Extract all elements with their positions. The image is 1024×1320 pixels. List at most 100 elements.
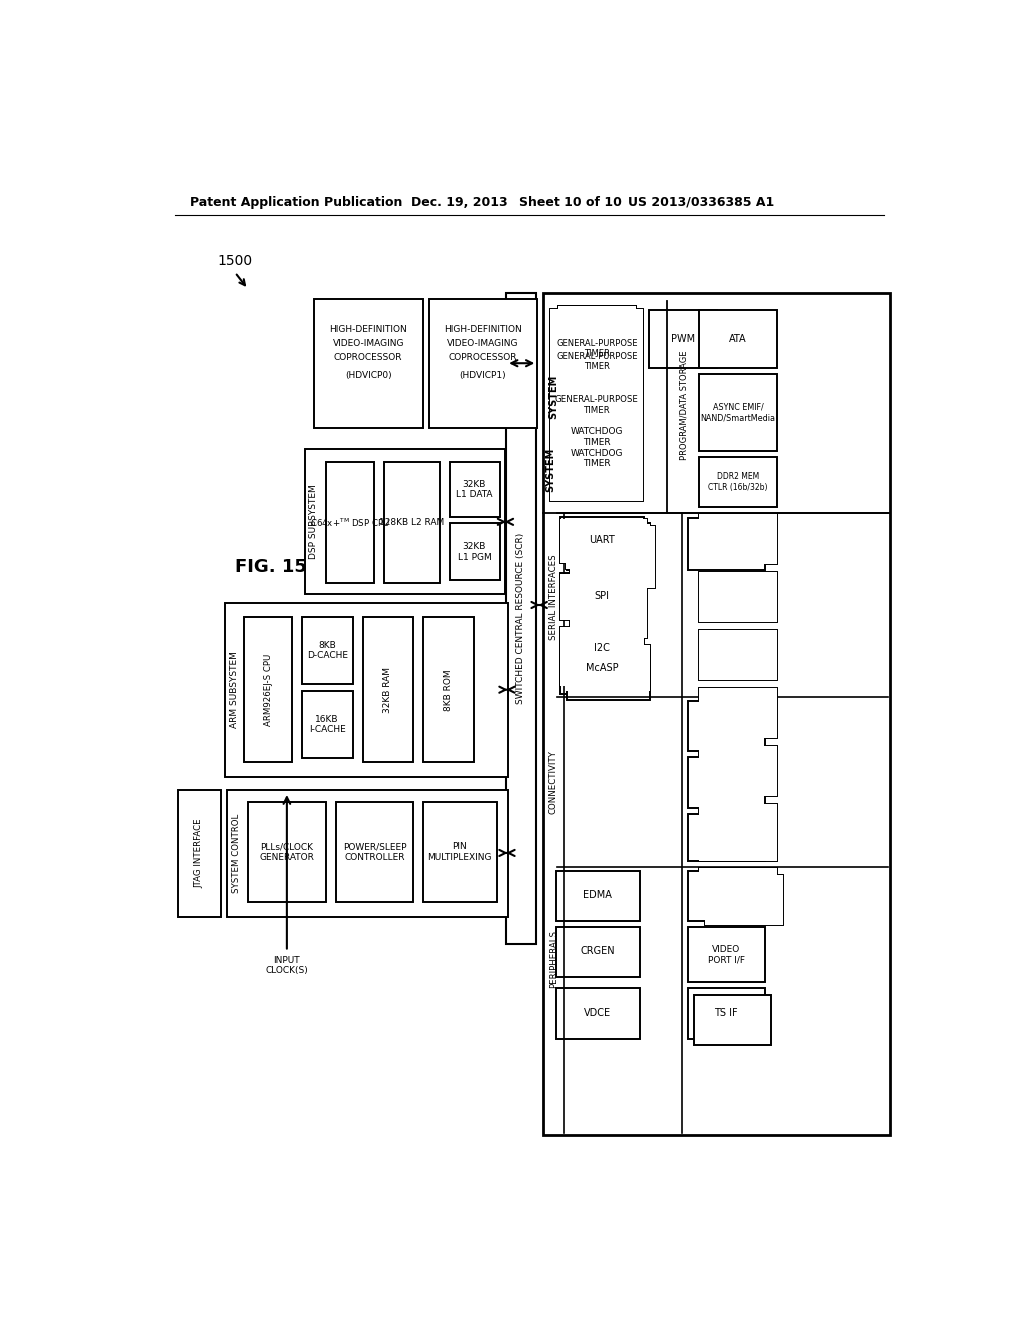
Bar bbox=[558, 306, 636, 391]
Text: SPI: SPI bbox=[595, 591, 610, 601]
Bar bbox=[649, 310, 717, 368]
Bar bbox=[699, 515, 776, 564]
Text: VIDEO-IMAGING: VIDEO-IMAGING bbox=[447, 339, 519, 347]
Bar bbox=[569, 524, 647, 574]
Text: SYSTEM: SYSTEM bbox=[549, 375, 558, 420]
Bar bbox=[687, 517, 765, 570]
Text: McASP: McASP bbox=[586, 657, 618, 668]
Bar bbox=[558, 306, 636, 348]
Bar bbox=[558, 306, 636, 348]
Bar bbox=[556, 927, 640, 977]
Text: EMAC
WITH MDIO: EMAC WITH MDIO bbox=[713, 587, 763, 606]
Bar bbox=[550, 309, 643, 502]
Bar bbox=[558, 306, 636, 391]
Bar bbox=[699, 630, 776, 680]
Bar bbox=[569, 519, 647, 581]
Bar bbox=[699, 310, 776, 368]
Bar bbox=[560, 640, 644, 686]
Bar bbox=[699, 869, 776, 919]
Bar bbox=[560, 627, 644, 667]
Bar bbox=[314, 298, 423, 428]
Bar bbox=[693, 995, 771, 1044]
Text: PCI
(33 MHz): PCI (33 MHz) bbox=[718, 760, 758, 780]
Bar bbox=[550, 313, 643, 389]
Text: (HDVICP0): (HDVICP0) bbox=[345, 371, 391, 380]
Text: GENERAL-PURPOSE
TIMER: GENERAL-PURPOSE TIMER bbox=[556, 352, 638, 371]
Text: HPI: HPI bbox=[718, 539, 734, 549]
Bar bbox=[560, 627, 644, 667]
Bar bbox=[450, 524, 500, 581]
Text: C64x+$^{\mathregular{TM}}$ DSP CPU: C64x+$^{\mathregular{TM}}$ DSP CPU bbox=[309, 516, 390, 529]
Text: VLYNQ: VLYNQ bbox=[722, 649, 754, 659]
Text: UART: UART bbox=[590, 536, 615, 546]
Bar bbox=[560, 628, 644, 668]
Text: ATA: ATA bbox=[729, 334, 746, 343]
Bar bbox=[699, 746, 776, 796]
Bar bbox=[550, 309, 643, 502]
Bar bbox=[305, 449, 505, 594]
Bar bbox=[566, 524, 649, 569]
Bar bbox=[560, 519, 644, 564]
Text: PWM: PWM bbox=[671, 334, 695, 343]
Text: Sheet 10 of 10: Sheet 10 of 10 bbox=[519, 195, 623, 209]
Bar bbox=[560, 574, 644, 620]
Bar bbox=[558, 399, 636, 475]
Text: HIGH-DEFINITION: HIGH-DEFINITION bbox=[444, 325, 522, 334]
Bar bbox=[699, 746, 776, 796]
Text: FIG. 15: FIG. 15 bbox=[234, 557, 307, 576]
Bar bbox=[699, 869, 776, 919]
Text: Patent Application Publication: Patent Application Publication bbox=[190, 195, 402, 209]
Text: 8KB
D-CACHE: 8KB D-CACHE bbox=[306, 640, 348, 660]
Bar bbox=[699, 457, 776, 507]
Bar bbox=[423, 803, 497, 903]
Bar bbox=[699, 572, 776, 622]
Text: PROGRAM/DATA STORAGE: PROGRAM/DATA STORAGE bbox=[680, 350, 689, 459]
Text: SPI: SPI bbox=[595, 593, 610, 602]
Text: UART: UART bbox=[590, 536, 615, 545]
Bar bbox=[450, 462, 500, 517]
Bar bbox=[699, 515, 776, 564]
Text: USB 2.0
PHY: USB 2.0 PHY bbox=[720, 704, 756, 722]
Bar bbox=[560, 640, 644, 686]
Text: WATCHDOG
TIMER: WATCHDOG TIMER bbox=[570, 449, 624, 469]
Text: TS IF: TS IF bbox=[726, 888, 750, 898]
Bar bbox=[553, 420, 642, 498]
Text: VIDEO
PORT I/F: VIDEO PORT I/F bbox=[720, 822, 757, 842]
Text: VLYNQ: VLYNQ bbox=[711, 777, 742, 787]
Text: ARM SUBSYSTEM: ARM SUBSYSTEM bbox=[229, 651, 239, 729]
Bar bbox=[687, 871, 765, 921]
Text: CONNECTIVITY: CONNECTIVITY bbox=[549, 750, 558, 814]
Bar bbox=[560, 573, 644, 619]
Text: VIDEO-IMAGING: VIDEO-IMAGING bbox=[333, 339, 404, 347]
Bar bbox=[506, 293, 536, 944]
Text: DDR2 MEM
CTLR (16b/32b): DDR2 MEM CTLR (16b/32b) bbox=[709, 473, 768, 491]
Text: GENERAL-PURPOSE
TIMER: GENERAL-PURPOSE TIMER bbox=[556, 339, 638, 358]
Text: US 2013/0336385 A1: US 2013/0336385 A1 bbox=[628, 195, 774, 209]
Text: Dec. 19, 2013: Dec. 19, 2013 bbox=[411, 195, 508, 209]
Bar bbox=[578, 527, 655, 589]
Text: VDCE: VDCE bbox=[584, 1008, 611, 1018]
Text: PERIPHERALS: PERIPHERALS bbox=[549, 931, 558, 989]
Text: 128KB L2 RAM: 128KB L2 RAM bbox=[379, 519, 444, 527]
Text: VIDEO
PORT I/F: VIDEO PORT I/F bbox=[708, 945, 744, 965]
Bar bbox=[550, 313, 643, 389]
Text: WATCHDOG
TIMER: WATCHDOG TIMER bbox=[570, 428, 624, 447]
Bar bbox=[543, 293, 890, 1135]
Bar bbox=[687, 813, 765, 862]
Text: EDMA: EDMA bbox=[584, 890, 612, 900]
Text: POWER/SLEEP
CONTROLLER: POWER/SLEEP CONTROLLER bbox=[343, 842, 407, 862]
Bar bbox=[227, 789, 508, 917]
Bar bbox=[560, 644, 644, 693]
Text: JTAG INTERFACE: JTAG INTERFACE bbox=[195, 818, 204, 888]
Text: CRGEN: CRGEN bbox=[581, 946, 615, 957]
Text: PCI
(33 MHz): PCI (33 MHz) bbox=[706, 886, 746, 906]
Text: I2C: I2C bbox=[594, 642, 610, 652]
Text: (HDVICP1): (HDVICP1) bbox=[460, 371, 506, 380]
Text: ASYNC EMIF/
NAND/SmartMedia: ASYNC EMIF/ NAND/SmartMedia bbox=[700, 403, 775, 422]
Bar bbox=[566, 649, 650, 700]
Bar bbox=[302, 618, 352, 684]
Bar bbox=[569, 589, 647, 638]
Bar bbox=[558, 399, 636, 475]
Bar bbox=[302, 692, 352, 758]
Text: COPROCESSOR: COPROCESSOR bbox=[334, 352, 402, 362]
